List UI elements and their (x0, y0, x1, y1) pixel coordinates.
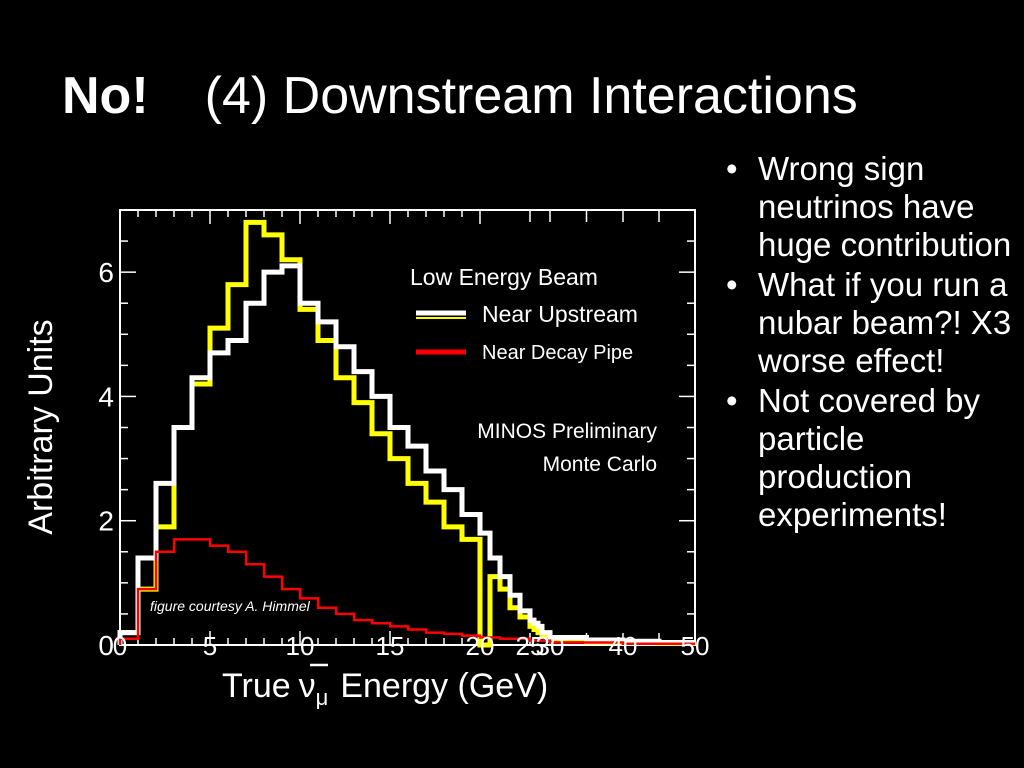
legend-header: Low Energy Beam (410, 264, 598, 290)
x-tick-label: 5 (203, 631, 217, 661)
y-axis-label: Arbitrary Units (22, 319, 60, 534)
y-tick-label: 0 (98, 630, 114, 661)
slide-title: No! (4) Downstream Interactions (62, 66, 858, 126)
x-tick-label: 25 (516, 631, 545, 661)
legend-label-near-decay-pipe: Near Decay Pipe (482, 342, 633, 364)
x-tick-label: 30 (536, 631, 565, 661)
title-rest: (4) Downstream Interactions (204, 67, 858, 125)
y-tick-label: 6 (98, 257, 114, 288)
x-tick-label: 40 (609, 631, 638, 661)
x-label-nu: ν (299, 667, 316, 705)
legend-note-preliminary: MINOS Preliminary (477, 420, 657, 443)
x-tick-label: 10 (286, 631, 315, 661)
bullet-list: • Wrong sign neutrinos have huge contribu… (712, 150, 1012, 536)
x-axis-label: True νμ Energy (GeV) (222, 667, 548, 710)
bullet-item: • Wrong sign neutrinos have huge contribu… (712, 150, 1012, 264)
bullet-item: • Not covered by particle production expe… (712, 382, 1012, 534)
x-tick-label: 15 (376, 631, 405, 661)
legend: Low Energy Beam Near Upstream Near Decay… (410, 264, 657, 476)
x-tick-label: 20 (466, 631, 495, 661)
x-label-sub: μ (316, 685, 329, 710)
bullet-text: Wrong sign neutrinos have huge contribut… (758, 150, 1012, 263)
y-tick-label: 2 (98, 506, 114, 537)
x-label-post: Energy (GeV) (340, 667, 548, 705)
series-line-1 (117, 263, 695, 646)
series-layer (117, 219, 695, 648)
figure-credit: figure courtesy A. Himmel (150, 598, 311, 614)
bullet-dot: • (726, 150, 738, 187)
legend-note-monte-carlo: Monte Carlo (543, 453, 657, 476)
bullet-dot: • (726, 266, 738, 303)
bullet-text: Not covered by particle production exper… (758, 382, 980, 533)
series-line-0 (117, 219, 695, 648)
y-tick-label: 4 (98, 381, 114, 412)
x-tick-label: 50 (681, 631, 710, 661)
x-tick-label: 0 (113, 631, 127, 661)
bullet-text: What if you run a nubar beam?! X3 worse … (758, 266, 1012, 379)
series-line-2 (118, 538, 695, 646)
x-label-pre: True (222, 667, 291, 705)
legend-label-near-upstream: Near Upstream (482, 301, 638, 327)
title-bold: No! (62, 67, 149, 125)
bullet-dot: • (726, 382, 738, 419)
bullet-item: • What if you run a nubar beam?! X3 worse… (712, 266, 1012, 380)
